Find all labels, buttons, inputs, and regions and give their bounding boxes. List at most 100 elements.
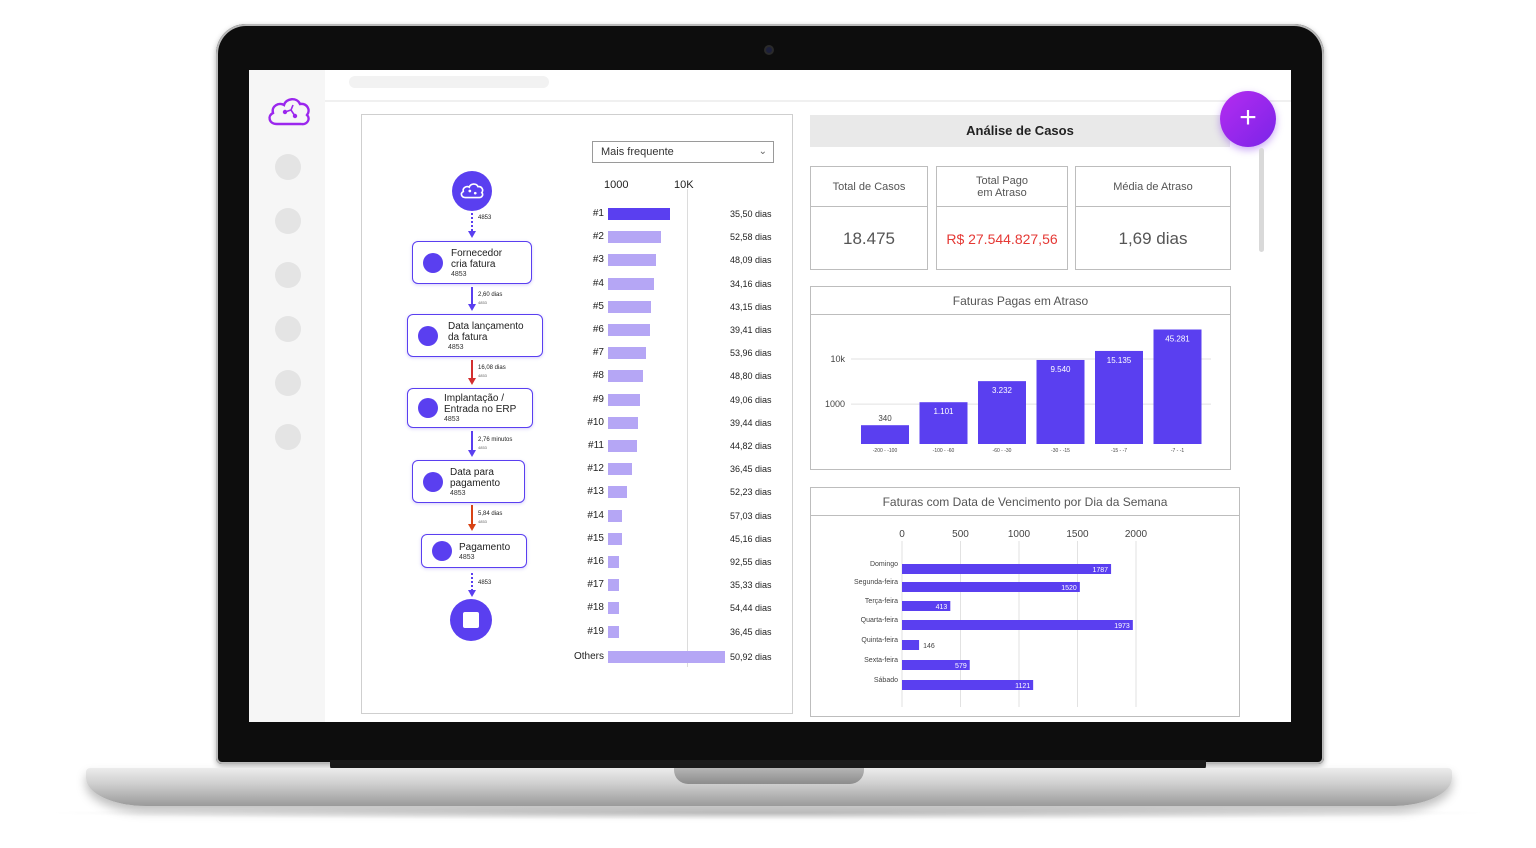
bar-value-label: 1787 xyxy=(1093,567,1109,574)
variant-bar[interactable] xyxy=(608,625,619,638)
chevron-down-icon: ⌄ xyxy=(758,146,767,157)
bar[interactable] xyxy=(902,564,1112,574)
bar[interactable] xyxy=(902,601,951,611)
sidebar-item-6[interactable] xyxy=(275,424,301,450)
add-button[interactable]: + xyxy=(1220,91,1276,147)
chart-vencimento-semana: Faturas com Data de Vencimento por Dia d… xyxy=(810,487,1240,717)
variant-bar[interactable] xyxy=(608,277,654,290)
bar[interactable] xyxy=(902,620,1133,630)
connector-label-4: 5,84 dias 4853 xyxy=(478,511,503,524)
variant-bar[interactable] xyxy=(608,651,725,663)
connector-label-2: 16,08 dias 4853 xyxy=(478,365,506,378)
axis-tick-1000: 1000 xyxy=(604,179,629,191)
y-tick-label: Domingo xyxy=(870,561,898,568)
variant-bar[interactable] xyxy=(608,602,619,615)
laptop-shadow xyxy=(40,806,1496,820)
x-tick-label: 2000 xyxy=(1125,529,1148,540)
variant-bar[interactable] xyxy=(608,416,638,429)
node-count: 4853 xyxy=(448,344,464,351)
variant-duration: 92,55 dias xyxy=(730,557,772,567)
flow-node-2[interactable]: Data lançamento da fatura 4853 xyxy=(407,314,543,357)
x-tick-label: -100 - -60 xyxy=(933,448,955,454)
variant-bar[interactable] xyxy=(608,532,622,545)
variant-duration: 48,09 dias xyxy=(730,255,772,266)
variant-bar[interactable] xyxy=(608,347,646,360)
flow-node-5[interactable]: Pagamento 4853 xyxy=(421,534,527,568)
variant-bar[interactable] xyxy=(608,486,627,499)
variant-rank: #12 xyxy=(587,463,604,475)
variant-bar[interactable] xyxy=(608,579,619,592)
sidebar-item-4[interactable] xyxy=(275,316,301,342)
bar[interactable] xyxy=(902,660,970,670)
variant-bar[interactable] xyxy=(608,440,637,452)
bar[interactable] xyxy=(1036,359,1085,444)
search-placeholder[interactable] xyxy=(349,76,549,88)
cloud-brain-logo-icon[interactable] xyxy=(265,94,313,130)
variant-rank: #10 xyxy=(587,416,604,428)
flow-end-node[interactable] xyxy=(450,599,492,641)
sidebar-item-2[interactable] xyxy=(275,208,301,234)
bar[interactable] xyxy=(861,425,909,444)
variant-duration: 34,16 dias xyxy=(730,278,772,289)
bar[interactable] xyxy=(902,640,920,650)
x-tick-label: -30 - -15 xyxy=(1051,448,1070,454)
bar[interactable] xyxy=(902,582,1080,592)
bar[interactable] xyxy=(902,680,1034,690)
flow-node-3[interactable]: Implantação / Entrada no ERP 4853 xyxy=(407,388,533,428)
scrollbar[interactable] xyxy=(1259,148,1264,252)
laptop-notch xyxy=(674,768,864,784)
variant-bar[interactable] xyxy=(608,231,661,244)
node-bullet xyxy=(432,541,452,561)
chart-faturas-atraso: Faturas Pagas em Atraso 10k 1000 340 -200 -… xyxy=(810,286,1231,470)
bar[interactable] xyxy=(919,402,968,444)
variant-bar[interactable] xyxy=(608,254,656,267)
sidebar-item-1[interactable] xyxy=(275,154,301,180)
flow-node-1[interactable]: Fornecedor cria fatura 4853 xyxy=(412,241,532,284)
variant-duration: 35,33 dias xyxy=(730,580,772,591)
variant-bar[interactable] xyxy=(608,393,640,406)
bar[interactable] xyxy=(1095,350,1143,444)
variant-duration: 39,44 dias xyxy=(730,417,772,428)
node-label: Pagamento xyxy=(459,542,511,553)
variant-bar[interactable] xyxy=(608,463,632,476)
variant-bar[interactable] xyxy=(608,509,622,522)
variant-rank: #1 xyxy=(592,208,604,219)
bar-value-label: 1520 xyxy=(1061,585,1077,592)
variant-bar[interactable] xyxy=(608,370,643,383)
sort-dropdown[interactable]: Mais frequente ⌄ xyxy=(592,141,774,163)
chart-vencimento-semana-svg: 0 500 1000 1500 2000 Domingo 1787 Segunda-feira… xyxy=(854,529,1148,707)
variant-bar[interactable] xyxy=(608,300,651,313)
flow-start-count: 4853 xyxy=(478,215,492,221)
top-bar xyxy=(325,70,1291,102)
x-tick-label: -7 - -1 xyxy=(1171,448,1185,454)
variant-bar[interactable] xyxy=(608,324,650,336)
kpi-title: Total Pago em Atraso xyxy=(937,167,1067,207)
kpi-total-casos: Total de Casos 18.475 xyxy=(810,166,928,270)
sidebar-item-5[interactable] xyxy=(275,370,301,396)
variant-duration: 52,23 dias xyxy=(730,487,772,498)
stop-icon xyxy=(463,612,479,628)
analysis-header: Análise de Casos xyxy=(810,115,1230,147)
variant-rank: #16 xyxy=(587,556,604,567)
kpi-value: 18.475 xyxy=(843,228,895,248)
bar[interactable] xyxy=(978,381,1026,444)
sidebar-item-3[interactable] xyxy=(275,262,301,288)
bar-value-label: 9.540 xyxy=(1050,365,1071,374)
bar[interactable] xyxy=(1153,329,1202,444)
flow-node-4[interactable]: Data para pagamento 4853 xyxy=(412,460,525,503)
x-tick-label: -200 - -100 xyxy=(873,448,898,454)
node-bullet xyxy=(418,325,438,346)
variant-duration: 39,41 dias xyxy=(730,325,772,335)
variant-bar[interactable] xyxy=(608,556,619,568)
bar-value-label: 3.232 xyxy=(992,386,1013,395)
kpi-value: R$ 27.544.827,56 xyxy=(946,230,1058,247)
variant-rank: #19 xyxy=(587,625,604,637)
x-tick-label: -60 - -30 xyxy=(993,448,1012,454)
x-tick-label: 1500 xyxy=(1066,529,1089,540)
bar-value-label: 45.281 xyxy=(1165,335,1190,344)
variant-duration: 43,15 dias xyxy=(730,301,772,312)
variant-bar[interactable] xyxy=(608,208,670,220)
node-count: 4853 xyxy=(451,271,467,278)
kpi-total-pago-atraso: Total Pago em Atraso R$ 27.544.827,56 xyxy=(936,166,1068,270)
flow-start-node[interactable] xyxy=(452,171,492,211)
